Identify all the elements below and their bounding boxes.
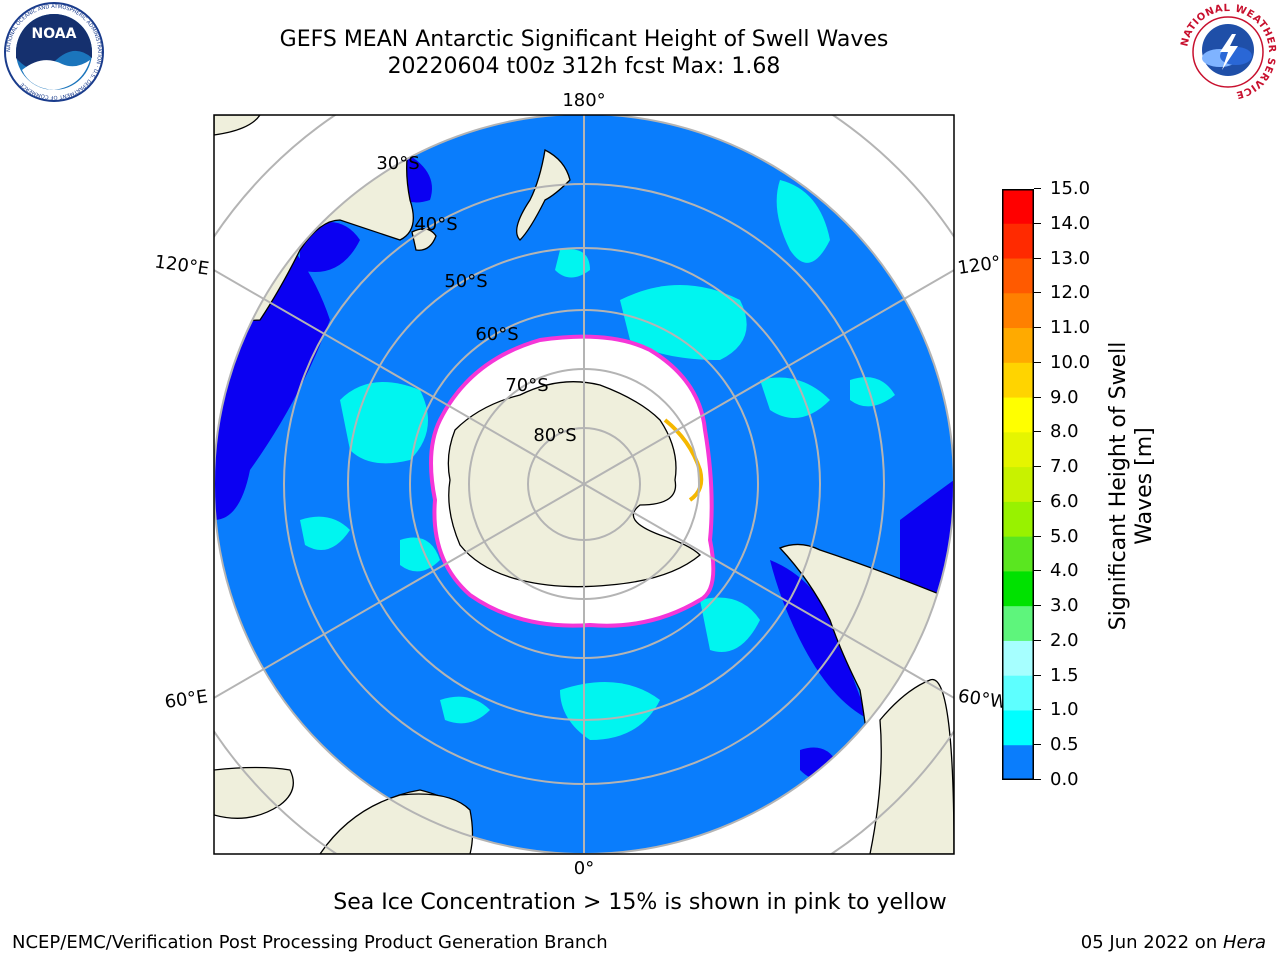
new-zealand-land [516, 149, 571, 241]
noaa-logo: NOAA NATIONAL OCEANIC AND ATMOSPHERIC AD… [4, 2, 104, 102]
footer-date: 05 Jun 2022 on Hera [1081, 932, 1266, 953]
low-swell-zone-east [900, 480, 954, 607]
colorbar-tick-label: 14.0 [1050, 212, 1091, 234]
colorbar-tick-label: 4.0 [1050, 560, 1079, 582]
colorbar-tick-label: 7.0 [1050, 456, 1079, 478]
colorbar-bin [1002, 467, 1034, 503]
colorbar-bin [1002, 258, 1034, 294]
colorbar-bin [1002, 223, 1034, 260]
chart-title: GEFS MEAN Antarctic Significant Height o… [279, 27, 889, 52]
colorbar-bin [1002, 328, 1034, 364]
colorbar-tick-label: 0.0 [1050, 769, 1079, 790]
colorbar-ticks: 15.0 14.0 13.0 12.0 11.0 10.0 9.0 8.0 7.0 6.0 5.0 4… [1034, 179, 1104, 790]
antarctica-land [447, 381, 701, 588]
chart-subtitle: 20220604 t00z 312h fcst Max: 1.68 [387, 54, 781, 79]
low-swell-zone-australia [300, 222, 360, 272]
meridians [214, 115, 954, 854]
colorbar-tick-label: 1.5 [1050, 664, 1079, 686]
lat-label-40s: 40°S [414, 214, 457, 235]
ice-edge-yellow [663, 418, 704, 502]
colorbar-tick-label: 10.0 [1050, 351, 1091, 373]
colorbar-bin [1002, 362, 1034, 399]
map-frame [213, 114, 955, 855]
lat-label-60s: 60°S [475, 324, 518, 345]
colorbar-label: Significant Height of Swell Waves [m] [1106, 341, 1157, 631]
lon-label-120w: 120° [956, 252, 1002, 279]
colorbar-tick-label: 11.0 [1050, 317, 1091, 339]
nws-logo: NATIONAL WEATHER SERVICE [1179, 3, 1277, 101]
colorbar-tick-label: 15.0 [1050, 178, 1091, 199]
corner-land-br [869, 678, 954, 854]
colorbar-tick-label: 9.0 [1050, 386, 1079, 408]
colorbar-bin [1002, 397, 1034, 433]
colorbar-tick-label: 1.0 [1050, 699, 1079, 721]
colorbar-bin [1002, 189, 1034, 225]
lat-label-80s: 80°S [533, 425, 576, 446]
corner-land-bottom [319, 793, 474, 854]
colorbar-bin [1002, 606, 1034, 642]
colorbar-tick-label: 12.0 [1050, 282, 1091, 304]
colorbar-tick-label: 2.0 [1050, 629, 1079, 651]
colorbar-bin [1002, 536, 1034, 572]
colorbar-bin [1002, 432, 1034, 468]
lat-label-30s: 30°S [376, 153, 419, 174]
colorbar-tick-label: 0.5 [1050, 734, 1079, 756]
colorbar-bin [1002, 640, 1034, 677]
colorbar-tick-label: 3.0 [1050, 595, 1079, 617]
lat-label-70s: 70°S [505, 375, 548, 396]
footer-branch: NCEP/EMC/Verification Post Processing Pr… [12, 932, 608, 953]
colorbar-bin [1002, 501, 1034, 538]
footer-date-text: 05 Jun 2022 on [1080, 932, 1223, 953]
colorbar-bin [1002, 293, 1034, 329]
corner-land-bl [214, 766, 294, 819]
lat-label-50s: 50°S [444, 271, 487, 292]
colorbar-tick-label: 8.0 [1050, 421, 1079, 443]
low-swell-zone-chile [770, 560, 870, 720]
lon-label-180: 180° [562, 90, 605, 111]
colorbar-tick-label: 6.0 [1050, 490, 1079, 512]
lon-label-0: 0° [574, 858, 594, 879]
colorbar-bin [1002, 710, 1034, 746]
colorbar-frame [1002, 189, 1034, 780]
colorbar-bin [1002, 675, 1034, 711]
colorbar-bin [1002, 745, 1034, 780]
colorbar-bin [1002, 571, 1034, 607]
colorbar-tick-label: 13.0 [1050, 247, 1091, 269]
sea-ice-caption: Sea Ice Concentration > 15% is shown in … [333, 890, 947, 915]
lon-label-120e: 120°E [153, 251, 210, 279]
lon-label-60e: 60°E [163, 686, 209, 713]
colorbar [1002, 189, 1034, 780]
noaa-logo-text: NOAA [32, 26, 77, 42]
footer-host: Hera [1222, 932, 1266, 953]
colorbar-tick-label: 5.0 [1050, 525, 1079, 547]
